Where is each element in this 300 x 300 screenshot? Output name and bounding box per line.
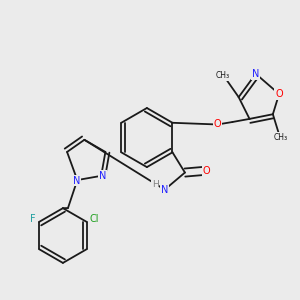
Text: O: O <box>275 89 283 99</box>
Text: H: H <box>152 180 159 189</box>
Text: CH₃: CH₃ <box>274 133 288 142</box>
Text: N: N <box>99 171 106 181</box>
Text: F: F <box>29 214 35 224</box>
Text: N: N <box>73 176 80 186</box>
Text: CH₃: CH₃ <box>215 71 230 80</box>
Text: O: O <box>203 166 211 176</box>
Text: Cl: Cl <box>90 214 99 224</box>
Text: N: N <box>161 185 168 195</box>
Text: N: N <box>252 69 260 79</box>
Text: O: O <box>214 119 221 130</box>
